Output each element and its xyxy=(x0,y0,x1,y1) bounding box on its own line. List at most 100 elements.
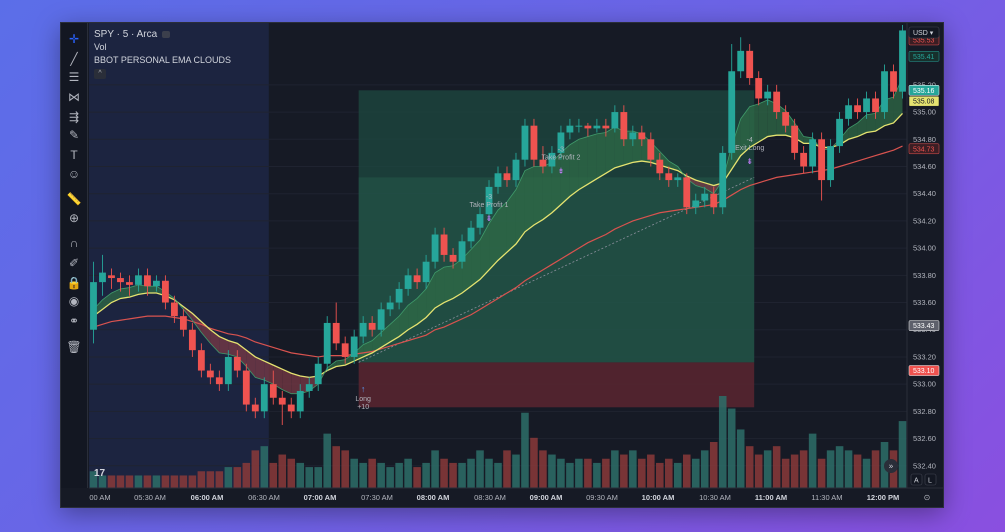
candle-body[interactable] xyxy=(377,309,385,330)
candle-body[interactable] xyxy=(476,214,484,228)
compare-chip[interactable] xyxy=(162,31,171,39)
candle-body[interactable] xyxy=(458,241,466,262)
candle-body[interactable] xyxy=(467,227,475,242)
candle-body[interactable] xyxy=(836,118,843,147)
candle-body[interactable] xyxy=(692,200,700,208)
candle-body[interactable] xyxy=(773,91,781,113)
candle-body[interactable] xyxy=(135,275,142,285)
candle-body[interactable] xyxy=(899,30,906,92)
candle-body[interactable] xyxy=(278,397,286,405)
candle-body[interactable] xyxy=(665,173,673,181)
candle-body[interactable] xyxy=(557,132,565,153)
candle-body[interactable] xyxy=(386,302,394,310)
symbol-label[interactable]: SPY · 5 · Arca xyxy=(94,29,158,40)
candle-body[interactable] xyxy=(260,384,268,412)
candle-body[interactable] xyxy=(332,322,340,344)
candle-body[interactable] xyxy=(341,343,349,357)
candle-body[interactable] xyxy=(791,125,799,153)
candle-body[interactable] xyxy=(593,125,601,129)
candle-body[interactable] xyxy=(108,275,115,279)
candle-body[interactable] xyxy=(90,282,97,330)
candle-body[interactable] xyxy=(602,125,610,129)
candle-body[interactable] xyxy=(233,356,241,371)
candle-body[interactable] xyxy=(746,50,754,79)
settings-gear-icon[interactable]: ⊙ xyxy=(924,493,931,502)
candle-body[interactable] xyxy=(728,71,736,153)
candle-body[interactable] xyxy=(494,173,502,187)
candle-body[interactable] xyxy=(548,152,556,167)
candle-body[interactable] xyxy=(800,152,808,167)
candle-body[interactable] xyxy=(881,71,888,113)
candle-body[interactable] xyxy=(890,71,897,92)
candle-body[interactable] xyxy=(683,177,691,208)
candle-body[interactable] xyxy=(413,275,421,283)
lock-icon[interactable]: 🔒 xyxy=(66,276,82,290)
candle-body[interactable] xyxy=(206,370,214,378)
candle-body[interactable] xyxy=(701,193,709,201)
candle-body[interactable] xyxy=(755,78,763,99)
emoji-icon[interactable]: ☺ xyxy=(67,167,81,181)
candle-body[interactable] xyxy=(161,280,169,303)
candle-body[interactable] xyxy=(224,356,232,385)
candle-body[interactable] xyxy=(863,98,870,113)
candle-body[interactable] xyxy=(845,105,852,119)
candle-body[interactable] xyxy=(629,132,637,140)
text-icon[interactable]: T xyxy=(70,148,78,162)
candle-body[interactable] xyxy=(431,234,439,262)
candle-body[interactable] xyxy=(566,125,574,133)
candle-body[interactable] xyxy=(117,278,124,283)
candle-body[interactable] xyxy=(512,159,520,181)
candle-body[interactable] xyxy=(359,322,367,337)
candle-body[interactable] xyxy=(854,105,861,113)
candle-body[interactable] xyxy=(422,261,430,283)
crosshair-icon[interactable]: ✛ xyxy=(68,32,80,46)
candle-body[interactable] xyxy=(764,91,772,99)
candle-body[interactable] xyxy=(395,288,403,303)
loss-zone[interactable] xyxy=(358,362,755,408)
candle-body[interactable] xyxy=(99,272,106,283)
candle-body[interactable] xyxy=(323,322,331,364)
collapse-legend-button[interactable]: ^ xyxy=(94,69,106,79)
candle-body[interactable] xyxy=(251,404,259,412)
indicator-label[interactable]: BBOT PERSONAL EMA CLOUDS xyxy=(94,55,232,65)
auto-scale-button[interactable] xyxy=(910,473,923,486)
candle-body[interactable] xyxy=(539,159,547,167)
candle-body[interactable] xyxy=(153,280,160,287)
candle-body[interactable] xyxy=(179,316,187,330)
log-scale-label[interactable]: L xyxy=(928,478,932,485)
candle-body[interactable] xyxy=(809,139,817,167)
candle-body[interactable] xyxy=(404,275,412,289)
candle-body[interactable] xyxy=(818,139,826,181)
candle-body[interactable] xyxy=(485,186,493,215)
trend-line-icon[interactable]: ╱ xyxy=(70,52,78,66)
auto-scale-label[interactable]: A xyxy=(914,478,919,485)
candle-body[interactable] xyxy=(350,336,358,357)
fib-icon[interactable]: ☰ xyxy=(68,70,80,84)
candle-body[interactable] xyxy=(287,404,295,412)
brush-icon[interactable]: ✎ xyxy=(68,128,80,142)
candle-body[interactable] xyxy=(521,125,529,160)
candle-body[interactable] xyxy=(305,384,313,391)
zoom-in-icon[interactable]: ⊕ xyxy=(68,211,80,225)
scroll-realtime-button[interactable] xyxy=(884,459,898,473)
candle-body[interactable] xyxy=(647,139,655,160)
candle-body[interactable] xyxy=(188,329,196,351)
candle-body[interactable] xyxy=(503,173,511,181)
candle-body[interactable] xyxy=(782,112,790,126)
lock-draw-icon[interactable]: ✐ xyxy=(68,256,80,270)
candle-body[interactable] xyxy=(126,282,133,285)
ruler-icon[interactable]: 📏 xyxy=(66,192,82,206)
candle-body[interactable] xyxy=(530,125,538,160)
currency-label[interactable]: USD ▾ xyxy=(913,30,934,37)
candle-body[interactable] xyxy=(656,159,664,174)
candle-body[interactable] xyxy=(368,322,376,330)
candle-body[interactable] xyxy=(719,152,727,208)
candle-body[interactable] xyxy=(584,125,592,129)
candle-body[interactable] xyxy=(674,177,682,181)
candle-body[interactable] xyxy=(215,377,223,385)
candle-body[interactable] xyxy=(269,384,277,398)
candle-body[interactable] xyxy=(170,302,178,317)
candle-body[interactable] xyxy=(611,112,619,129)
trash-icon[interactable]: 🗑 xyxy=(66,340,82,354)
prediction-icon[interactable]: ⇶ xyxy=(68,110,80,124)
